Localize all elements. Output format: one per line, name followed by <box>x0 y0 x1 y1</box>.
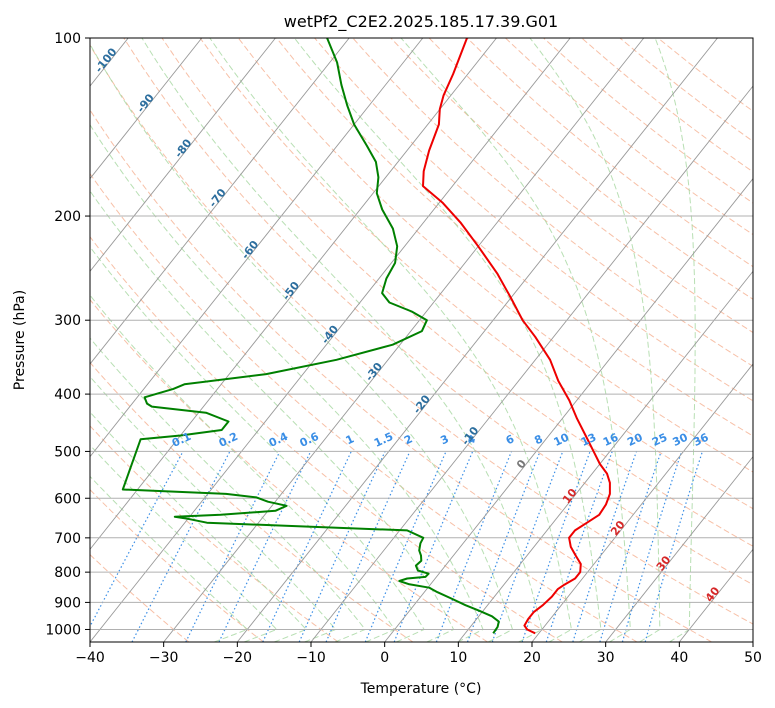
mixing-ratio-line <box>491 451 564 642</box>
y-axis-ticks: 100 200 300 400 500 600 700 800 900 1000 <box>45 31 90 638</box>
mixing-ratio-label: 13 <box>579 431 598 449</box>
dry-adiabat-line <box>390 38 753 334</box>
x-tick-label: 30 <box>597 650 615 666</box>
y-tick-label: 400 <box>54 387 81 403</box>
y-tick-label: 100 <box>54 31 81 47</box>
y-tick-label: 800 <box>54 565 81 581</box>
moist-adiabat-line <box>90 123 484 642</box>
isotherm-line <box>384 177 753 642</box>
x-tick-label: 40 <box>670 650 688 666</box>
x-tick-label: 10 <box>449 650 467 666</box>
isotherm-line <box>531 363 753 642</box>
mixing-ratio-line <box>90 451 184 628</box>
plot-area: 0.1 0.2 0.4 0.6 1 1.5 2 3 4 6 8 10 13 16 20 25 30 36-100-… <box>90 38 753 642</box>
mixing-ratio-line <box>364 451 447 642</box>
moist-adiabat-line <box>90 444 278 642</box>
x-tick-label: 50 <box>744 650 762 666</box>
moist-adiabat-line <box>90 475 249 642</box>
moist-adiabat-line <box>90 190 455 642</box>
x-axis-ticks: −40 −30 −20 −10 0 10 20 30 40 50 <box>75 642 762 666</box>
x-tick-label: 0 <box>380 650 389 666</box>
moist-adiabat-line <box>294 38 602 642</box>
x-tick-label: −30 <box>149 650 179 666</box>
mixing-ratio-line <box>466 451 541 642</box>
moist-adiabats <box>90 38 696 642</box>
y-tick-label: 900 <box>54 595 81 611</box>
y-tick-label: 200 <box>54 209 81 225</box>
mixing-ratio-line <box>572 451 638 642</box>
isotherm-line <box>90 38 350 365</box>
dry-adiabat-line <box>90 109 712 642</box>
x-tick-label: −20 <box>223 650 253 666</box>
y-tick-label: 700 <box>54 531 81 547</box>
dry-adiabat-line <box>90 488 264 642</box>
moist-adiabat-line <box>141 38 543 642</box>
isotherm-line <box>90 38 276 273</box>
mixing-ratio-line <box>185 451 281 642</box>
isotherms <box>90 38 753 642</box>
isotherm-line <box>605 455 753 642</box>
mixing-ratio-label: 10 <box>552 431 572 449</box>
mixing-ratio-line <box>325 451 411 642</box>
mixing-ratio-line <box>545 451 613 642</box>
dry-adiabat-line <box>90 44 753 625</box>
moist-adiabat-line <box>209 38 572 642</box>
y-tick-label: 1000 <box>45 622 81 638</box>
isotherm-line <box>236 38 718 642</box>
dry-adiabat-line <box>90 553 190 642</box>
isotherm-line <box>90 38 203 180</box>
y-tick-label: 300 <box>54 313 81 329</box>
x-tick-label: −10 <box>296 650 326 666</box>
moist-adiabat-line <box>529 38 661 642</box>
isotherm-line <box>90 38 497 551</box>
isotherm-line <box>90 38 571 642</box>
isotherm-line <box>457 270 753 642</box>
chart-title: wetPf2_C2E2.2025.185.17.39.G01 <box>284 12 558 32</box>
moist-adiabat-line <box>90 411 308 642</box>
y-tick-label: 500 <box>54 444 81 460</box>
x-axis-title: Temperature (°C) <box>360 681 482 697</box>
moist-adiabat-line <box>90 337 367 642</box>
isotherm-line <box>310 85 753 642</box>
mixing-ratio-line <box>521 451 591 642</box>
y-tick-label: 600 <box>54 491 81 507</box>
mixing-ratio-label: 16 <box>601 431 621 449</box>
moist-adiabat-line <box>654 38 696 642</box>
mixing-ratio-line <box>599 451 662 642</box>
dry-adiabat-line <box>314 38 753 402</box>
dry-adiabat-line <box>276 38 753 437</box>
dry-adiabat-line <box>90 298 488 642</box>
y-axis-title: Pressure (hPa) <box>12 290 28 390</box>
pressure-gridlines <box>90 38 753 630</box>
x-tick-label: −40 <box>75 650 105 666</box>
mixing-ratio-line <box>435 451 513 642</box>
moist-adiabat-line <box>400 38 631 642</box>
moist-adiabat-line <box>90 245 425 642</box>
dry-adiabat-line <box>123 38 753 586</box>
x-tick-label: 20 <box>523 650 541 666</box>
moist-adiabat-line <box>90 375 337 642</box>
dewpoint-line <box>121 38 500 634</box>
dry-adiabat-line <box>199 38 753 510</box>
mixing-ratio-label: 36 <box>691 431 711 449</box>
sounding-series <box>121 38 611 635</box>
dry-adiabat-line <box>90 235 563 642</box>
moist-adiabat-line <box>90 294 396 642</box>
dry-adiabat-line <box>352 38 753 367</box>
mixing-ratio-line <box>298 451 386 642</box>
mixing-ratio-line <box>621 451 683 642</box>
isotherm-line <box>90 38 424 458</box>
moist-adiabat-line <box>90 43 514 642</box>
mixing-ratio-label: 25 <box>650 431 669 449</box>
mixing-ratio-label: 30 <box>671 431 691 449</box>
dry-adiabat-line <box>90 425 339 642</box>
plot-frame <box>89 37 754 643</box>
mixing-ratio-label: 20 <box>625 431 645 449</box>
temperature-line <box>422 38 611 635</box>
